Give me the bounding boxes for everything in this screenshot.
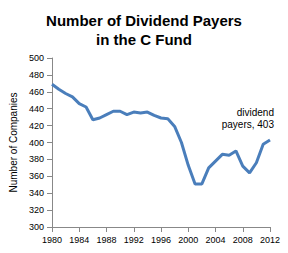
svg-text:Number of Dividend Payers: Number of Dividend Payers [46,12,242,29]
svg-text:400: 400 [29,138,44,148]
svg-text:340: 340 [29,188,44,198]
svg-text:1996: 1996 [151,235,171,245]
svg-text:300: 300 [29,222,44,232]
svg-text:1988: 1988 [96,235,116,245]
svg-text:460: 460 [29,87,44,97]
svg-text:480: 480 [29,70,44,80]
svg-text:in the C Fund: in the C Fund [96,31,192,48]
svg-text:380: 380 [29,154,44,164]
svg-text:320: 320 [29,205,44,215]
svg-text:1984: 1984 [69,235,89,245]
svg-text:360: 360 [29,171,44,181]
svg-text:2012: 2012 [260,235,280,245]
svg-text:500: 500 [29,53,44,63]
svg-text:2008: 2008 [233,235,253,245]
svg-text:dividend: dividend [237,107,274,118]
svg-text:2000: 2000 [178,235,198,245]
svg-text:440: 440 [29,104,44,114]
svg-text:payers, 403: payers, 403 [222,119,275,130]
svg-text:Number of Companies: Number of Companies [8,92,19,192]
svg-text:2004: 2004 [205,235,225,245]
svg-text:1992: 1992 [124,235,144,245]
svg-text:420: 420 [29,121,44,131]
svg-text:1980: 1980 [42,235,62,245]
